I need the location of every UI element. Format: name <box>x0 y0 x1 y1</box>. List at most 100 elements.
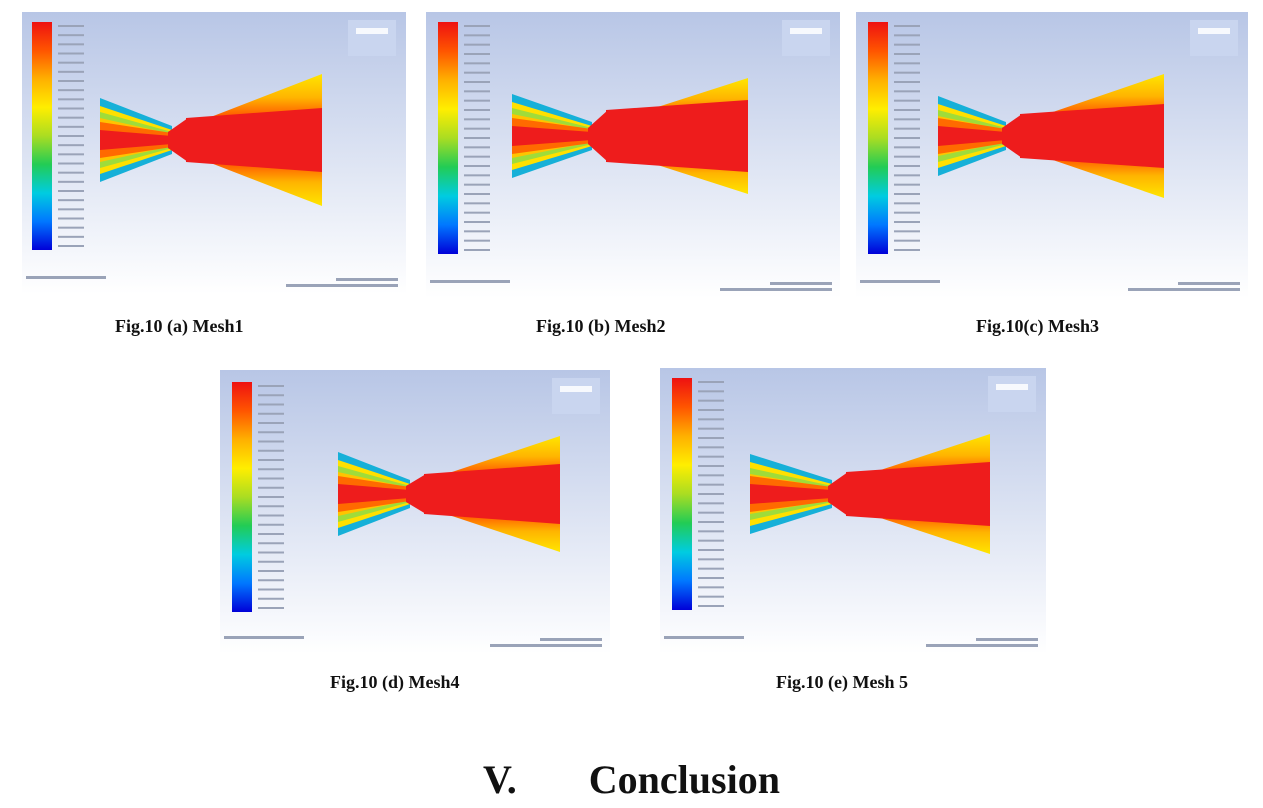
legend-tick-label <box>258 403 284 406</box>
legend-tick-label <box>258 570 284 572</box>
legend-tick-label <box>258 468 284 471</box>
legend-tick-label <box>894 90 920 93</box>
legend-tick-label <box>698 446 724 449</box>
legend-tick-label <box>58 190 84 192</box>
legend-tick-label <box>464 127 490 130</box>
legend-tick-label <box>894 118 920 121</box>
legend-tick-label <box>464 230 490 233</box>
legend-tick-label <box>258 459 284 461</box>
legend-tick-label <box>58 217 84 220</box>
legend-tick-label <box>58 125 84 128</box>
figure-caption-a: Fig.10 (a) Mesh1 <box>115 316 244 336</box>
legend-tick-label <box>58 162 84 165</box>
high-value-core <box>424 464 560 524</box>
legend-tick-label <box>258 440 284 443</box>
legend-tick-label <box>894 62 920 65</box>
legend-tick-label <box>58 61 84 64</box>
legend-tick-label <box>58 208 84 211</box>
solver-info <box>540 638 602 641</box>
legend-tick-label <box>58 89 84 92</box>
legend-tick-label <box>894 249 920 251</box>
legend-tick-label <box>894 155 920 158</box>
legend-tick-label <box>698 465 724 467</box>
legend-tick-label <box>464 25 490 27</box>
legend-tick-label <box>58 52 84 55</box>
figure-caption-d: Fig.10 (d) Mesh4 <box>330 672 460 692</box>
legend-tick-label <box>58 25 84 27</box>
legend-tick-label <box>894 165 920 167</box>
legend-tick-label <box>58 98 84 101</box>
legend-tick-label <box>698 605 724 607</box>
legend-tick-label <box>58 171 84 174</box>
contour-label <box>664 636 744 639</box>
contour-plot-b <box>426 12 840 298</box>
legend-tick-label <box>258 449 284 452</box>
legend-tick-label <box>58 180 84 183</box>
legend-tick-label <box>894 239 920 242</box>
legend-tick-label <box>258 505 284 508</box>
legend-tick-label <box>58 135 84 137</box>
contour-label <box>224 636 304 639</box>
legend-tick-label <box>698 418 724 421</box>
legend-tick-label <box>698 483 724 486</box>
legend-tick-label <box>464 99 490 102</box>
legend-tick-label <box>698 409 724 411</box>
legend-tick-label <box>894 109 920 111</box>
figure-caption-b: Fig.10 (b) Mesh2 <box>536 316 666 336</box>
legend-tick-label <box>58 80 84 82</box>
legend-tick-label <box>258 394 284 397</box>
color-legend-bar <box>438 22 458 254</box>
legend-tick-label <box>58 235 84 238</box>
figure-panel-c <box>856 12 1248 298</box>
contour-label <box>26 276 106 279</box>
color-legend-bar <box>32 22 52 250</box>
contour-plot-c <box>856 12 1248 298</box>
legend-tick-label <box>258 533 284 535</box>
legend-tick-label <box>698 577 724 579</box>
legend-tick-label <box>58 153 84 156</box>
legend-tick-label <box>698 381 724 383</box>
solver-info <box>1178 282 1240 285</box>
legend-tick-label <box>894 127 920 130</box>
contour-plot-d <box>220 370 610 654</box>
legend-tick-label <box>464 53 490 55</box>
figure-panel-d <box>220 370 610 654</box>
figure-caption-c: Fig.10(c) Mesh3 <box>976 316 1099 336</box>
software-logo <box>988 376 1036 412</box>
legend-tick-label <box>894 202 920 205</box>
legend-tick-label <box>698 567 724 570</box>
legend-tick-label <box>258 523 284 526</box>
solver-info <box>976 638 1038 641</box>
high-value-core <box>1020 104 1164 168</box>
legend-tick-label <box>258 542 284 545</box>
legend-tick-label <box>258 412 284 415</box>
legend-tick-label <box>258 514 284 517</box>
legend-tick-label <box>258 588 284 591</box>
legend-tick-label <box>258 496 284 498</box>
legend-tick-label <box>698 455 724 458</box>
legend-tick-label <box>894 211 920 214</box>
legend-tick-label <box>464 221 490 223</box>
legend-tick-label <box>58 199 84 202</box>
legend-tick-label <box>894 53 920 55</box>
high-value-core <box>186 108 322 172</box>
legend-tick-label <box>258 560 284 563</box>
color-legend-bar <box>672 378 692 610</box>
figure-panel-e <box>660 368 1046 654</box>
legend-tick-label <box>894 43 920 46</box>
legend-tick-label <box>698 530 724 533</box>
legend-tick-label <box>698 539 724 542</box>
legend-tick-label <box>464 239 490 242</box>
figure-panel-b <box>426 12 840 298</box>
legend-tick-label <box>464 137 490 139</box>
legend-tick-label <box>258 385 284 387</box>
solver-info <box>770 282 832 285</box>
legend-tick-label <box>464 81 490 83</box>
legend-tick-label <box>464 183 490 186</box>
figure-caption-e: Fig.10 (e) Mesh 5 <box>776 672 908 692</box>
legend-tick-label <box>464 193 490 195</box>
legend-tick-label <box>464 90 490 93</box>
legend-tick-label <box>258 579 284 582</box>
contour-label <box>860 280 940 283</box>
legend-tick-label <box>698 586 724 589</box>
